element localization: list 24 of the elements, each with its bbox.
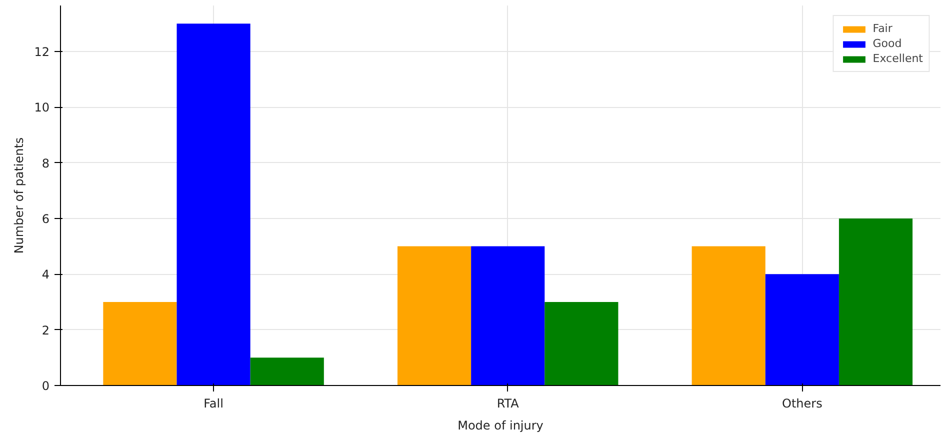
legend-label: Excellent: [872, 52, 923, 65]
y-tick-label: 4: [42, 268, 50, 282]
x-tick-label: Fall: [204, 396, 224, 410]
bar: [250, 358, 324, 386]
legend-label: Fair: [872, 22, 893, 35]
bar: [397, 246, 472, 386]
y-tick-label: 6: [42, 212, 50, 226]
bar: [103, 302, 177, 386]
y-tick-label: 2: [42, 323, 50, 338]
x-tick-label: Others: [782, 396, 822, 410]
bar: [471, 246, 545, 386]
bar: [544, 302, 618, 386]
y-tick-label: 0: [42, 379, 50, 393]
bar: [692, 246, 766, 386]
legend-label: Good: [872, 37, 902, 50]
x-axis-title: Mode of injury: [458, 418, 544, 432]
x-tick-label: RTA: [496, 396, 520, 410]
y-tick-label: 10: [34, 100, 50, 115]
bar: [176, 24, 250, 386]
y-tick-label: 8: [42, 156, 50, 170]
y-axis-title: Number of patients: [12, 137, 26, 254]
bar: [838, 218, 913, 386]
bar: [765, 274, 839, 386]
y-tick-label: 12: [34, 44, 50, 59]
